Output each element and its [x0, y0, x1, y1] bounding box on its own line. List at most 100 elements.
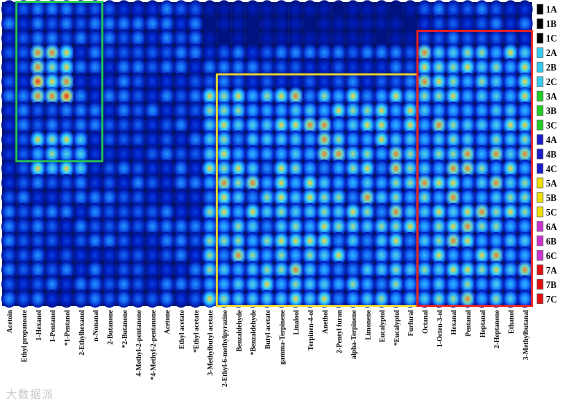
heatmap-cell [259, 289, 275, 308]
heatmap-cell [373, 0, 390, 19]
heatmap-cell [201, 58, 218, 77]
heatmap-cell [1, 159, 18, 178]
heatmap-cell [201, 116, 218, 135]
heatmap-cell [244, 101, 261, 120]
heatmap-cell [345, 173, 361, 192]
heatmap-cell [15, 260, 32, 279]
heatmap-cell [87, 72, 103, 91]
heatmap-cell [502, 217, 519, 236]
row-swatch [536, 18, 544, 29]
heatmap-cell [416, 29, 433, 48]
heatmap-cell [473, 116, 490, 135]
heatmap-cell [29, 116, 46, 135]
heatmap-cell [388, 43, 404, 62]
heatmap-cell [330, 260, 347, 279]
heatmap-cell [345, 58, 361, 77]
heatmap-cell [459, 29, 476, 48]
heatmap-cell [459, 87, 476, 106]
heatmap-cell [302, 0, 318, 19]
heatmap-cell [29, 145, 46, 163]
heatmap-cell [488, 260, 505, 279]
heatmap-cell [216, 29, 232, 48]
heatmap-cell [187, 159, 204, 178]
heatmap-cell [230, 289, 247, 308]
heatmap-cell [473, 217, 490, 236]
heatmap-cell [445, 58, 462, 77]
heatmap-cell [502, 173, 519, 192]
heatmap-cell [273, 275, 290, 294]
heatmap-cell [473, 145, 490, 163]
heatmap-cell [173, 72, 189, 91]
heatmap-cell [445, 289, 462, 308]
heatmap-cell [388, 159, 404, 178]
heatmap-cell [488, 289, 505, 308]
heatmap-cell [58, 72, 75, 91]
heatmap-cell [72, 29, 89, 48]
heatmap-cell [445, 72, 462, 91]
row-swatch [536, 221, 544, 232]
heatmap-cell [144, 275, 161, 294]
heatmap-cell [87, 159, 103, 178]
heatmap-cell [359, 202, 376, 221]
heatmap-cell [445, 188, 462, 207]
red-highlight-box [416, 29, 533, 307]
heatmap-cell [44, 116, 61, 135]
heatmap-cell [345, 260, 361, 279]
heatmap-cell [158, 130, 175, 149]
row-swatch [536, 148, 544, 160]
heatmap-cell [388, 231, 404, 250]
heatmap-cell [488, 188, 505, 207]
heatmap-cell [87, 217, 103, 236]
heatmap-cell [187, 43, 204, 62]
heatmap-cell [173, 145, 189, 163]
heatmap-cell [58, 246, 75, 265]
heatmap-cell [345, 87, 361, 106]
heatmap-cell [488, 101, 505, 120]
heatmap-cell [29, 72, 46, 91]
heatmap-cell [287, 130, 304, 149]
heatmap-cell [316, 130, 333, 149]
heatmap-cell [58, 130, 75, 149]
heatmap-cell [1, 116, 18, 135]
heatmap-cell [402, 43, 419, 62]
heatmap-cell [473, 173, 490, 192]
column-label: Hexanal [450, 310, 458, 335]
heatmap-cell [445, 260, 462, 279]
green-highlight-box [15, 1, 104, 163]
heatmap-cell [72, 173, 89, 192]
heatmap-cell [230, 173, 247, 192]
heatmap-cell [187, 260, 204, 279]
heatmap-cell [259, 116, 275, 135]
heatmap-cell [72, 101, 89, 120]
heatmap-cell [273, 116, 290, 135]
heatmap-cell [173, 289, 189, 308]
heatmap-cell [402, 0, 419, 19]
heatmap-cell [130, 130, 146, 149]
heatmap-cell [359, 231, 376, 250]
heatmap-cell [445, 14, 462, 33]
heatmap-cell [87, 246, 103, 265]
heatmap-cell [44, 260, 61, 279]
heatmap-cell [15, 0, 32, 19]
heatmap-cell [130, 260, 146, 279]
heatmap-cell [244, 188, 261, 207]
heatmap-cell [316, 101, 333, 120]
heatmap-cell [345, 29, 361, 48]
heatmap-cell [316, 188, 333, 207]
heatmap-cell [101, 173, 118, 192]
heatmap-cell [502, 29, 519, 48]
heatmap-cell [87, 101, 103, 120]
heatmap-cell [330, 159, 347, 178]
heatmap-cell [459, 43, 476, 62]
heatmap-cell [87, 145, 103, 163]
heatmap-cell [473, 29, 490, 48]
heatmap-cell [302, 58, 318, 77]
heatmap-cell [373, 58, 390, 77]
heatmap-cell [130, 58, 146, 77]
heatmap-cell [459, 101, 476, 120]
heatmap-cell [58, 188, 75, 207]
heatmap-cell [388, 116, 404, 135]
heatmap-cell [488, 159, 505, 178]
heatmap-cell [516, 0, 533, 19]
row-label: 1B [546, 19, 557, 29]
